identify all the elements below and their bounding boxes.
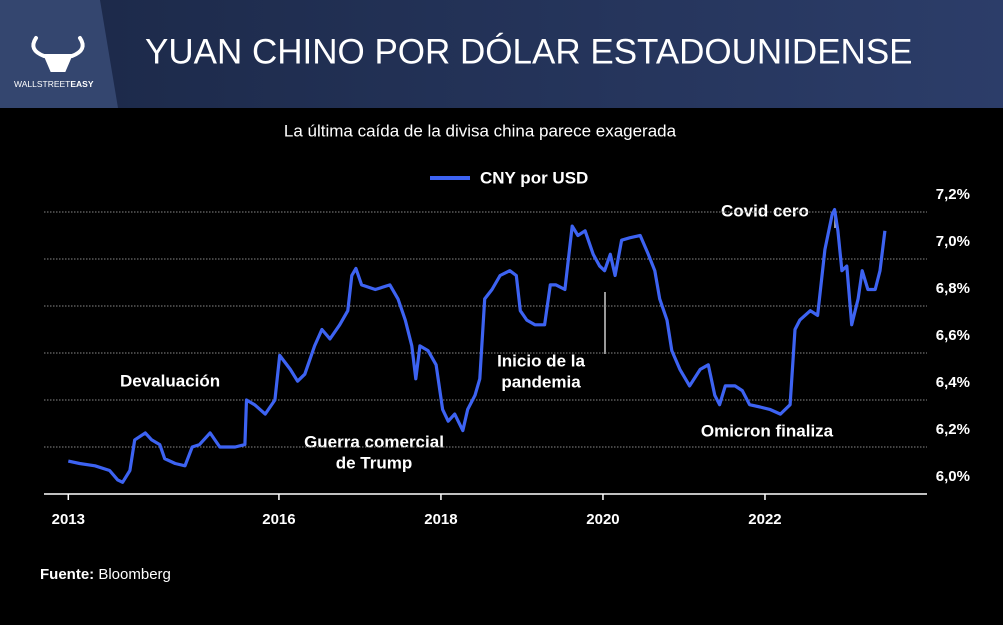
y-tick-label: 6,0%	[936, 468, 970, 485]
x-tick-label: 2016	[262, 511, 295, 528]
y-tick-label: 6,4%	[936, 374, 970, 391]
y-tick-label: 7,0%	[936, 233, 970, 250]
logo-head	[42, 54, 74, 72]
legend-label: CNY por USD	[480, 168, 588, 187]
source: Fuente: Bloomberg	[40, 566, 171, 583]
annotation: pandemia	[501, 372, 581, 391]
data-line	[67, 208, 887, 484]
source-text: Bloomberg	[98, 566, 171, 583]
y-tick-label: 6,6%	[936, 327, 970, 344]
logo-horn	[31, 36, 46, 58]
logo-text-b: EASY	[70, 79, 93, 89]
logo-horn	[70, 36, 85, 58]
source-label: Fuente:	[40, 566, 94, 583]
header-band	[0, 0, 1003, 108]
chart-subtitle: La última caída de la divisa china parec…	[284, 121, 677, 140]
annotation: Guerra comercial	[304, 432, 444, 451]
logo-text-a: WALLSTREET	[14, 79, 70, 89]
chart-title: YUAN CHINO POR DÓLAR ESTADOUNIDENSE	[145, 32, 913, 71]
logo-icon	[31, 36, 85, 72]
annotation: Devaluación	[120, 371, 220, 390]
annotation: de Trump	[336, 453, 413, 472]
x-tick-label: 2013	[52, 511, 85, 528]
logo-text: WALLSTREETEASY	[14, 79, 94, 89]
x-tick-label: 2018	[424, 511, 457, 528]
annotation: Omicron finaliza	[701, 421, 834, 440]
y-tick-label: 7,2%	[936, 186, 970, 203]
annotation: Covid cero	[721, 201, 809, 220]
x-tick-label: 2020	[586, 511, 619, 528]
y-tick-label: 6,8%	[936, 280, 970, 297]
x-tick-label: 2022	[748, 511, 781, 528]
annotation: Inicio de la	[497, 351, 585, 370]
y-tick-label: 6,2%	[936, 421, 970, 438]
